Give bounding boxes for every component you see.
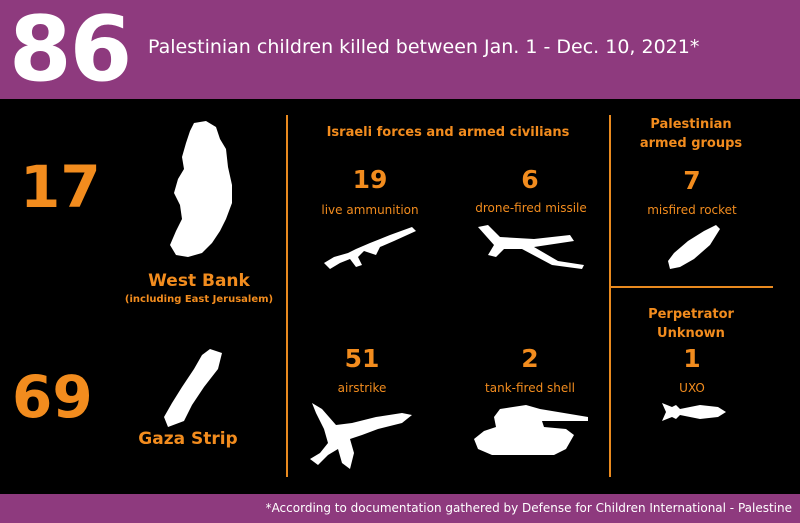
misfired-rocket-count: 7 — [683, 166, 701, 195]
west-bank-label: West Bank — [148, 271, 250, 291]
source-note: *According to documentation gathered by … — [265, 501, 792, 515]
drone-missile-count: 6 — [521, 165, 539, 194]
gaza-count: 69 — [12, 363, 93, 431]
footer-banner: *According to documentation gathered by … — [0, 494, 800, 523]
bomb-icon — [662, 403, 726, 421]
airstrike-count: 51 — [344, 344, 380, 373]
west-bank-map-icon — [170, 121, 232, 257]
misfired-rocket-label: misfired rocket — [647, 203, 737, 217]
rocket-icon — [668, 225, 720, 269]
divider-right — [609, 115, 611, 477]
unknown-perpetrator-heading: Perpetrator Unknown — [616, 305, 766, 343]
gaza-label: Gaza Strip — [138, 429, 238, 449]
drone-missile-label: drone-fired missile — [475, 201, 587, 215]
uxo-label: UXO — [679, 381, 705, 395]
tank-shell-label: tank-fired shell — [485, 381, 575, 395]
divider-left — [286, 115, 288, 477]
live-ammunition-label: live ammunition — [321, 203, 419, 217]
gaza-strip-map-icon — [164, 349, 222, 427]
palestinian-groups-heading: Palestinian armed groups — [616, 115, 766, 153]
header-banner: 86 Palestinian children killed between J… — [0, 0, 800, 99]
tank-icon — [474, 405, 588, 455]
live-ammunition-count: 19 — [352, 165, 388, 194]
drone-icon — [478, 225, 584, 269]
unknown-heading-line2: Unknown — [657, 326, 725, 341]
israeli-forces-heading: Israeli forces and armed civilians — [326, 125, 570, 140]
west-bank-sublabel: (including East Jerusalem) — [124, 294, 274, 305]
page-title: Palestinian children killed between Jan.… — [148, 36, 700, 58]
divider-horizontal — [611, 286, 773, 288]
unknown-heading-line1: Perpetrator — [648, 307, 734, 322]
fighter-jet-icon — [310, 403, 412, 469]
uxo-count: 1 — [683, 344, 701, 373]
rifle-icon — [324, 227, 416, 269]
total-count: 86 — [9, 0, 132, 102]
palestinian-heading-line2: armed groups — [639, 136, 743, 151]
tank-shell-count: 2 — [521, 344, 539, 373]
airstrike-label: airstrike — [337, 381, 387, 395]
palestinian-heading-line1: Palestinian — [650, 117, 732, 132]
west-bank-count: 17 — [20, 153, 101, 221]
main-panel: 17 West Bank (including East Jerusalem) … — [0, 99, 800, 494]
